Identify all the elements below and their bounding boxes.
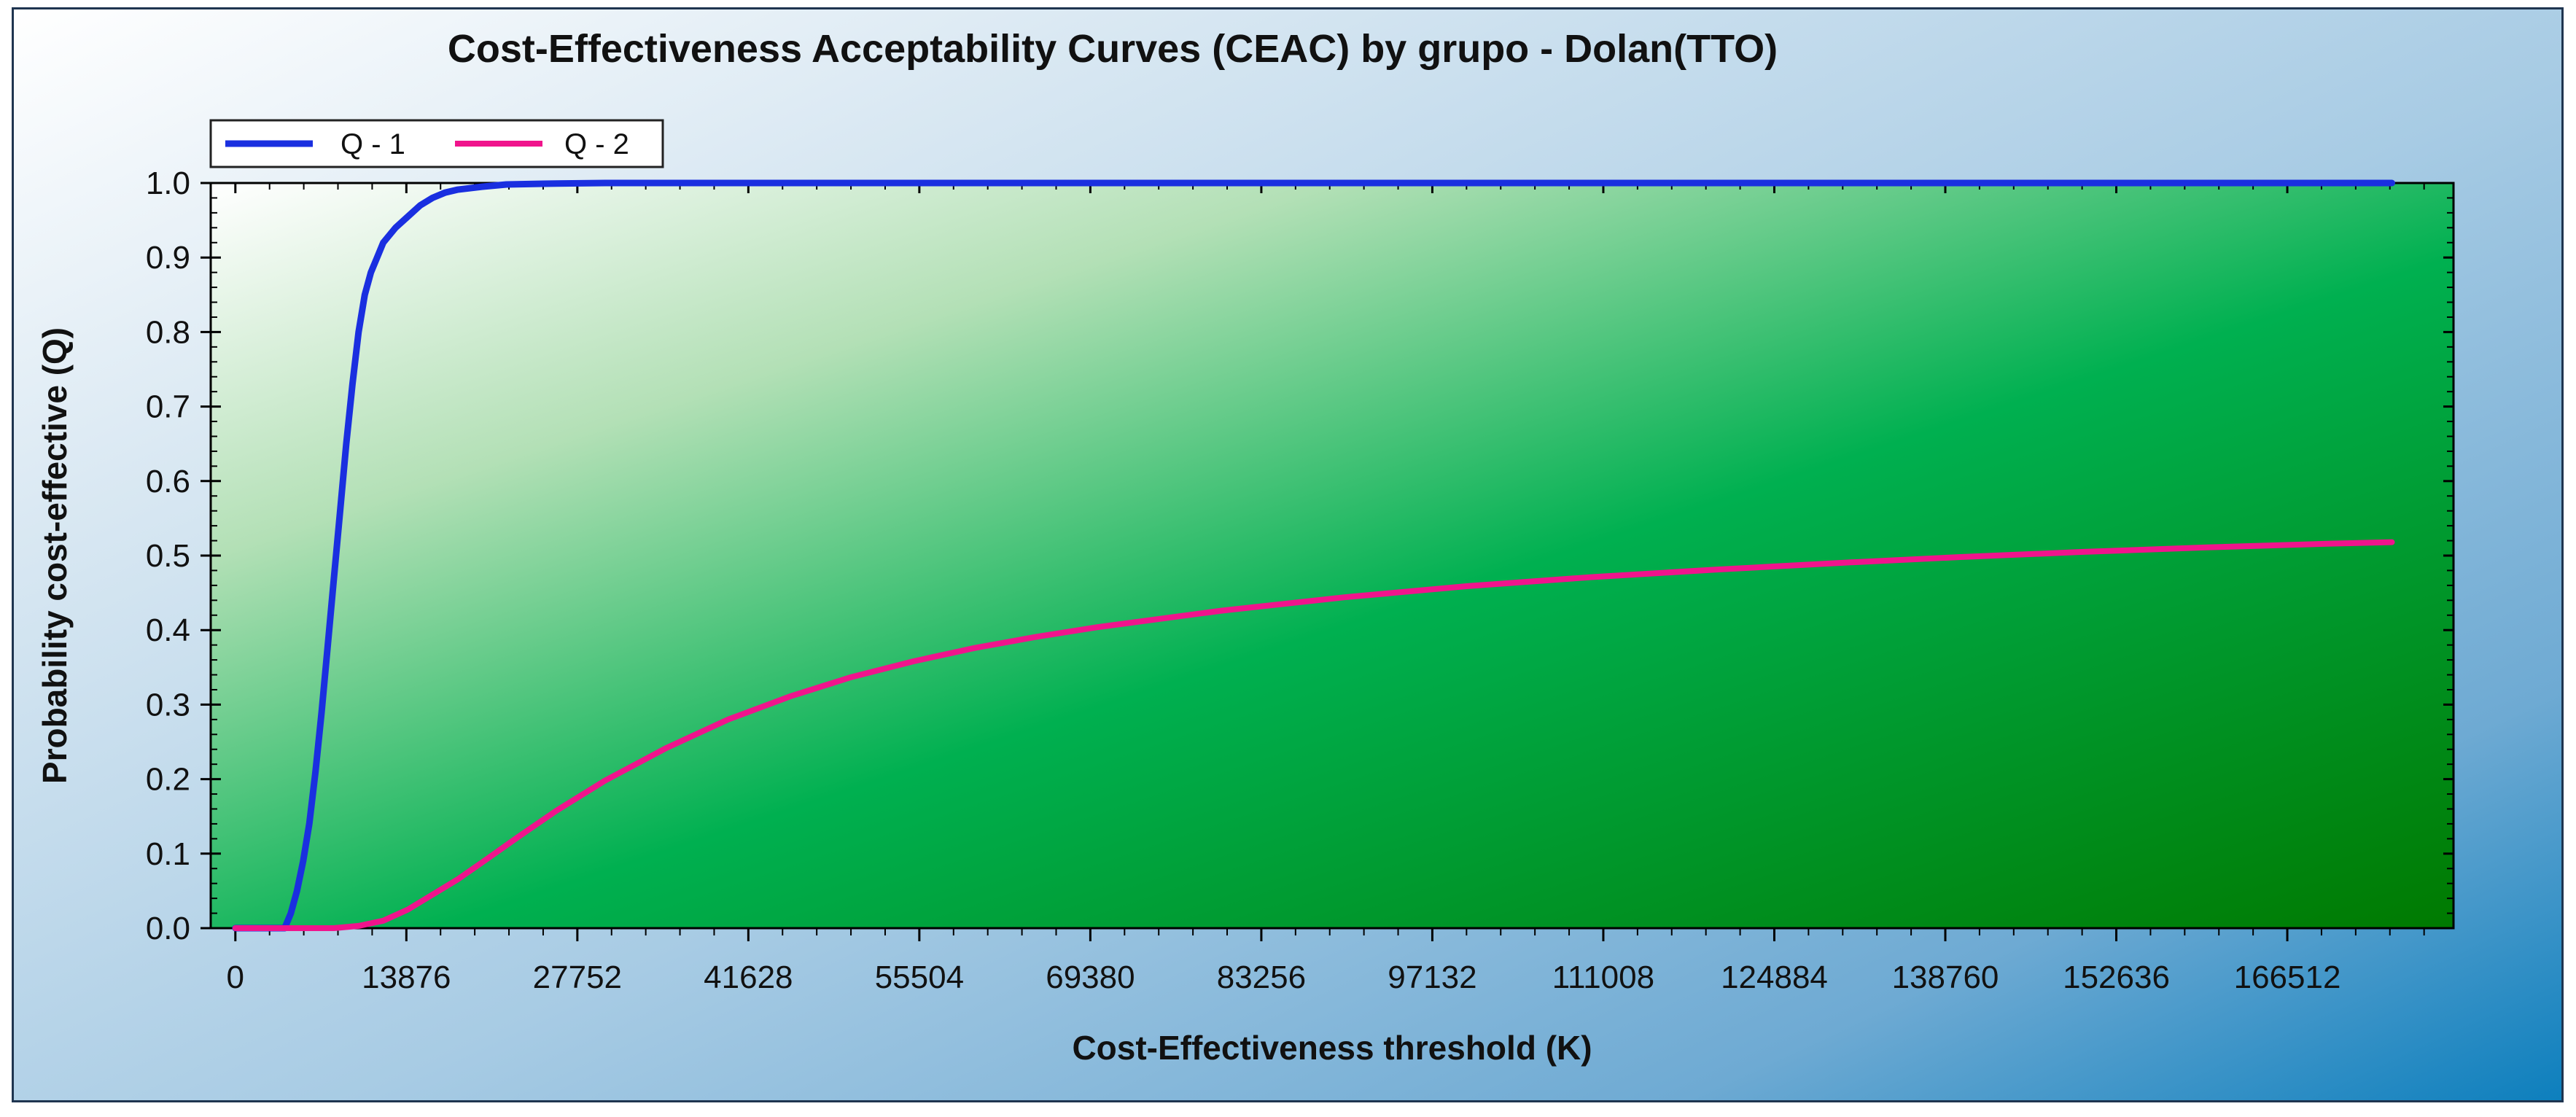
y-tick-label: 0.4 (146, 612, 190, 648)
chart-figure: Cost-Effectiveness Acceptability Curves … (12, 7, 2564, 1102)
x-tick-label: 138760 (1892, 960, 1999, 995)
y-tick-label: 0.8 (146, 314, 190, 350)
x-tick-label: 166512 (2234, 960, 2341, 995)
legend-label-q1: Q - 1 (341, 128, 405, 160)
series-line-q1 (232, 179, 2395, 932)
y-tick-label: 0.7 (146, 389, 190, 425)
y-axis-label: Probability cost-effective (Q) (36, 327, 74, 784)
x-tick-label: 0 (227, 960, 244, 995)
x-tick-label: 41628 (704, 960, 793, 995)
x-tick-label: 27752 (533, 960, 622, 995)
x-tick-label: 124884 (1721, 960, 1828, 995)
y-tick-label: 0.5 (146, 538, 190, 574)
y-tick-label: 0.3 (146, 687, 190, 723)
chart-title: Cost-Effectiveness Acceptability Curves … (448, 27, 1778, 71)
x-axis: 0 13876 27752 41628 55504 69380 83256 97132 1110… (227, 183, 2425, 995)
x-tick-label: 97132 (1388, 960, 1476, 995)
x-tick-label: 69380 (1046, 960, 1135, 995)
y-tick-label: 1.0 (146, 166, 190, 201)
x-tick-label: 83256 (1217, 960, 1306, 995)
y-tick-label: 0.1 (146, 836, 190, 872)
x-tick-label: 13876 (362, 960, 451, 995)
series-line-q2 (232, 539, 2395, 931)
legend-label-q2: Q - 2 (564, 128, 629, 160)
chart-svg: Cost-Effectiveness Acceptability Curves … (36, 27, 2455, 1067)
x-tick-label: 152636 (2063, 960, 2170, 995)
legend: Q - 1 Q - 2 (209, 119, 664, 168)
y-axis: 0.0 0.1 0.2 0.3 0.4 0.5 0.6 0.7 0.8 0.9 1.0 (146, 166, 2454, 946)
x-axis-label: Cost-Effectiveness threshold (K) (1072, 1029, 1592, 1067)
y-tick-label: 0.0 (146, 911, 190, 946)
x-tick-label: 111008 (1552, 960, 1654, 995)
y-tick-label: 0.9 (146, 240, 190, 276)
plot-area (209, 182, 2455, 930)
x-tick-label: 55504 (875, 960, 964, 995)
y-tick-label: 0.6 (146, 464, 190, 499)
y-tick-label: 0.2 (146, 762, 190, 798)
